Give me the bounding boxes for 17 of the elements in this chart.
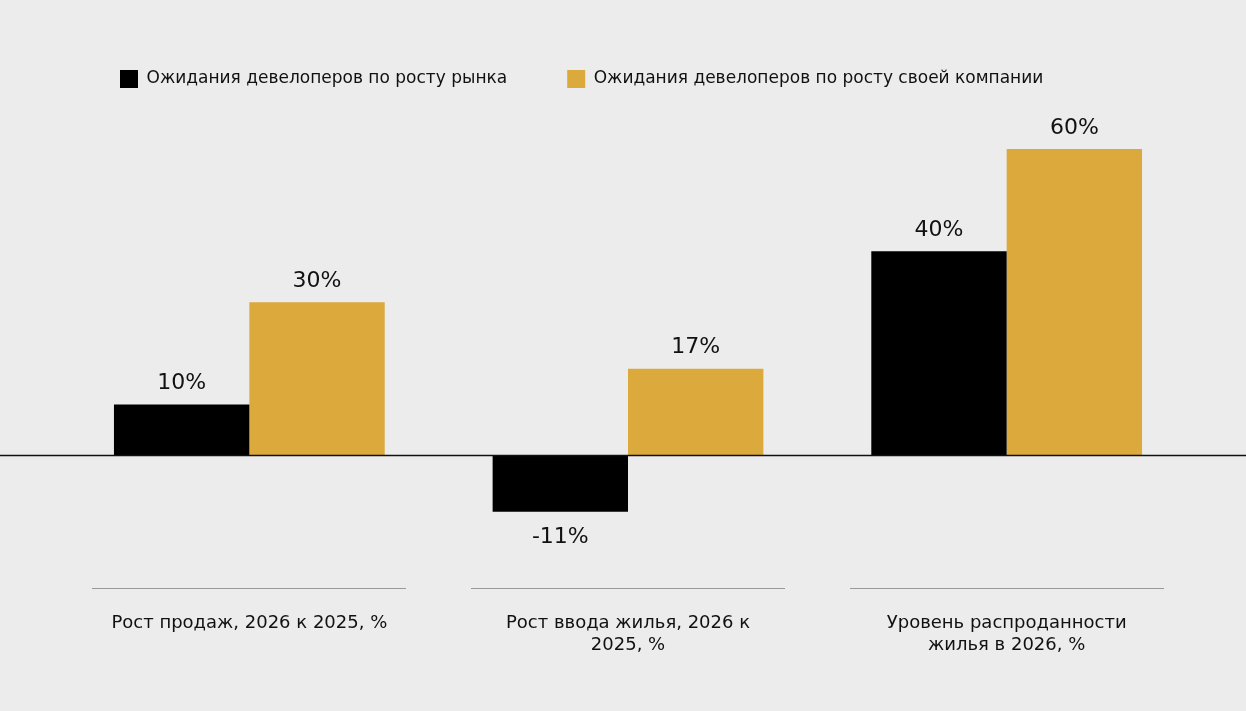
- x-tick-label: Рост продаж, 2026 к 2025, %: [111, 611, 388, 633]
- bar: [249, 302, 385, 456]
- x-tick-label: Уровень распроданности жилья в 2026, %: [886, 611, 1127, 654]
- bar: [628, 368, 764, 456]
- bar: [871, 251, 1007, 456]
- data-label: 10%: [157, 369, 207, 395]
- legend-label: Ожидания девелоперов по росту рынка: [146, 67, 508, 88]
- legend-label: Ожидания девелоперов по росту своей компании: [593, 67, 1044, 88]
- data-label: 17%: [671, 333, 721, 359]
- data-label: 30%: [292, 267, 342, 293]
- data-label: -11%: [531, 522, 589, 548]
- bar: [113, 404, 250, 456]
- bar: [492, 455, 628, 512]
- data-label: 40%: [914, 215, 964, 241]
- bar: [1006, 149, 1143, 456]
- x-tick-label: Рост ввода жилья, 2026 к 2025, %: [505, 611, 751, 654]
- data-label: 60%: [1049, 113, 1099, 139]
